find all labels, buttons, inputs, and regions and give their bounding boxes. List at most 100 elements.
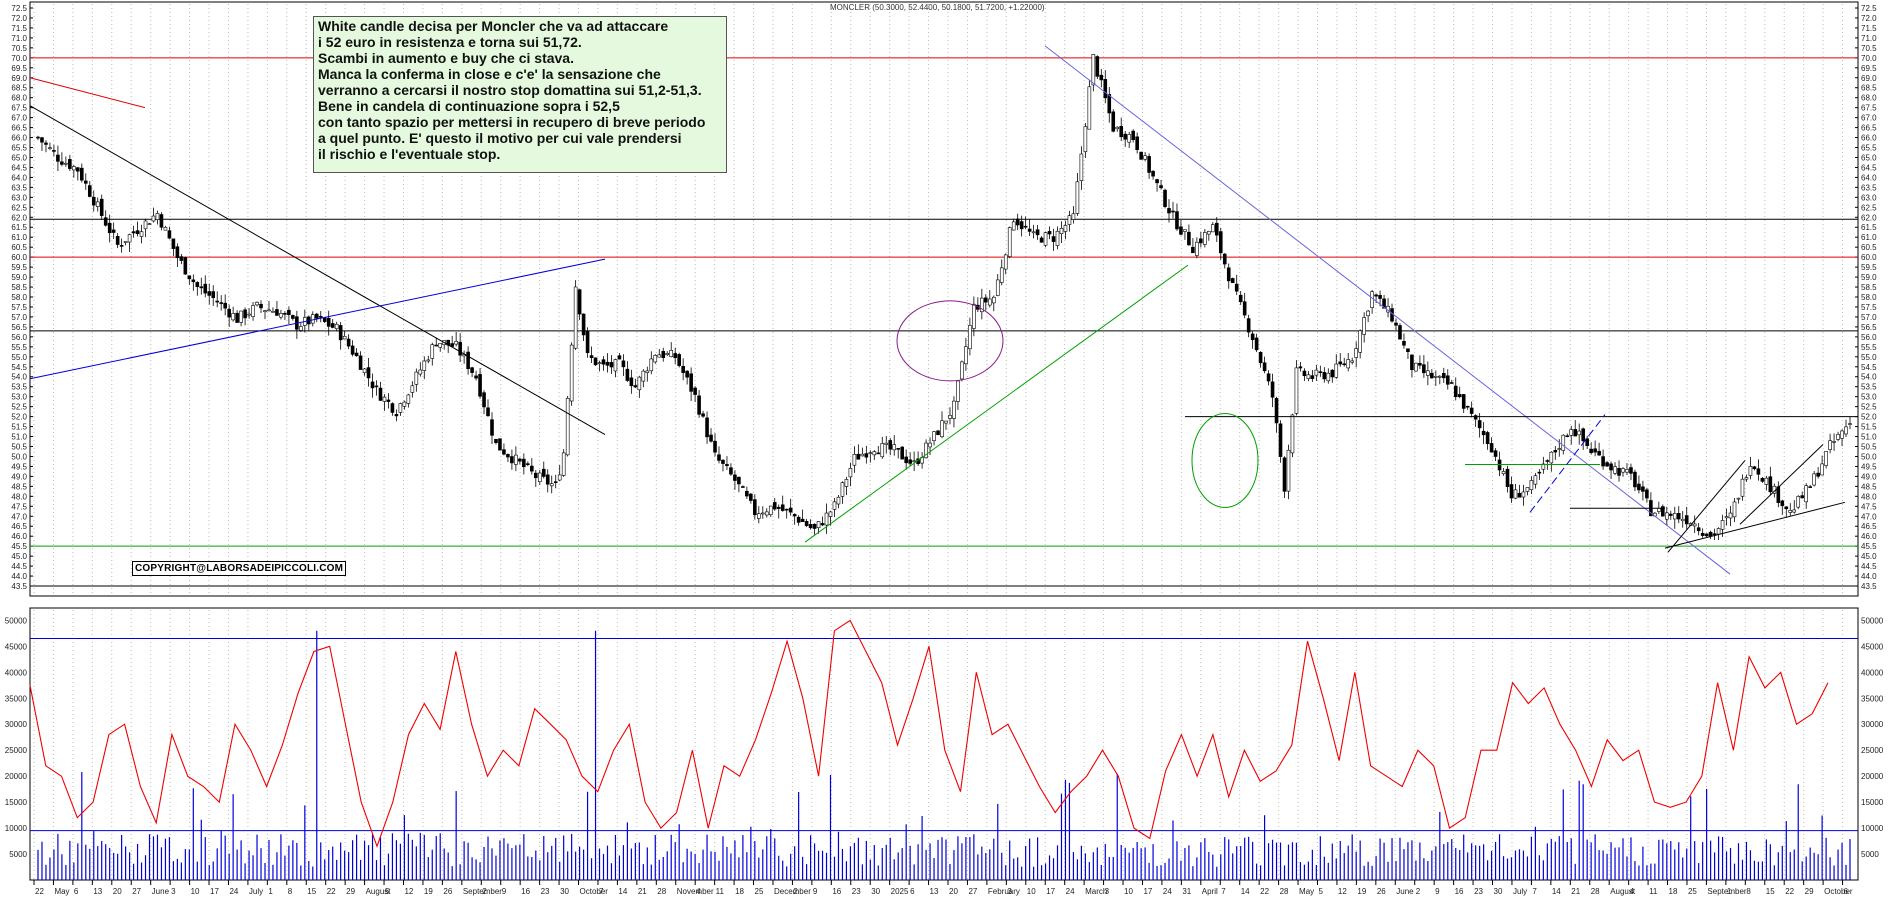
candle-body [1430,372,1434,379]
price-tick-label-right: 51.0 [1861,433,1877,442]
candle-body [350,345,355,355]
candle-body [167,230,172,239]
price-tick-label-right: 54.0 [1861,373,1877,382]
x-tick-label: 2025 [891,887,909,896]
price-tick-label-right: 65.5 [1861,144,1877,153]
price-tick-label-right: 60.0 [1861,253,1877,262]
candle-body [1107,94,1112,114]
candle-body [334,323,339,330]
price-tick-label-left: 71.5 [11,24,27,33]
candle-body [322,317,327,322]
candle-body [1625,469,1629,473]
x-tick-label: June [1396,887,1414,896]
x-tick-label: 13 [930,887,939,896]
candle-body [1262,362,1267,372]
price-tick-label-right: 64.5 [1861,163,1877,172]
candle-body [749,493,753,501]
candle-body [1493,450,1498,457]
candle-body [1461,394,1466,409]
candle-body [211,291,216,298]
candle-body [633,385,638,388]
trendline [29,105,606,435]
candle-body [1139,151,1143,160]
price-tick-label-left: 70.0 [11,54,27,63]
copyright-label: COPYRIGHT@LABORSADEIPICCOLI.COM [132,561,347,576]
candle-body [1692,523,1697,527]
candle-body [1366,310,1370,317]
candle-body [1668,513,1673,516]
candle-body [247,313,251,316]
price-tick-label-right: 59.0 [1861,273,1877,282]
volume-tick-label-right: 10000 [1861,824,1884,833]
price-tick-label-right: 67.0 [1861,114,1877,123]
candle-body [1035,229,1040,236]
candle-body [1266,373,1271,382]
candle-body [522,458,526,468]
candle-body [856,453,861,460]
candle-body [518,458,522,462]
x-tick-label: 2 [1416,887,1421,896]
candle-body [1151,170,1155,177]
candle-body [1828,440,1832,451]
price-tick-label-right: 64.0 [1861,173,1877,182]
price-tick-label-right: 55.0 [1861,353,1877,362]
price-tick-label-right: 50.5 [1861,443,1877,452]
candle-body [283,313,287,315]
candle-body [693,387,697,395]
candle-body [390,403,395,413]
price-tick-label-right: 57.0 [1861,313,1877,322]
candle-body [406,394,411,404]
candle-body [151,215,156,222]
candle-body [545,474,550,485]
price-tick-label-right: 53.5 [1861,383,1877,392]
candle-body [155,213,160,220]
price-tick-label-left: 46.5 [11,522,27,531]
candle-body [940,420,944,438]
price-tick-label-right: 52.0 [1861,413,1877,422]
candle-body [1023,225,1028,228]
x-tick-label: 7 [1221,887,1226,896]
candle-body [936,430,940,435]
annotation-line: Manca la conferma in close e c'e' la sen… [318,66,661,82]
x-tick-label: 20 [113,887,122,896]
candle-body [338,325,343,341]
trendline [1667,460,1746,553]
candle-body [776,506,781,509]
candle-body [745,490,749,497]
x-tick-label: 18 [1669,887,1678,896]
price-tick-label-left: 69.0 [11,74,27,83]
candle-body [366,367,371,379]
price-tick-label-left: 55.5 [11,343,27,352]
x-tick-label: 10 [1027,887,1036,896]
candle-body [665,353,670,355]
candle-body [1505,468,1510,487]
candle-body [510,456,514,464]
price-tick-label-right: 63.0 [1861,193,1877,202]
candle-body [1047,231,1052,235]
price-tick-label-left: 54.5 [11,363,27,372]
trendline [1739,444,1824,525]
candle-body [1234,283,1239,292]
candle-body [123,241,128,243]
candle-body [597,362,602,364]
candle-body [370,381,375,389]
candle-body [1465,405,1470,408]
candle-body [80,167,84,181]
candle-body [1099,74,1104,81]
candle-body [1326,372,1331,382]
candle-body [1374,294,1378,297]
price-tick-label-right: 59.5 [1861,263,1877,272]
candle-body [1163,189,1167,207]
x-tick-label: 9 [502,887,507,896]
candle-body [1155,179,1159,184]
candle-body [832,501,837,510]
candle-body [995,279,1000,296]
candle-body [952,400,956,419]
price-tick-label-left: 43.5 [11,582,27,591]
candle-body [259,303,263,309]
x-tick-label: 13 [93,887,102,896]
candle-body [99,198,104,216]
candle-body [768,505,773,516]
candle-body [625,368,630,381]
candle-body [1477,420,1482,429]
